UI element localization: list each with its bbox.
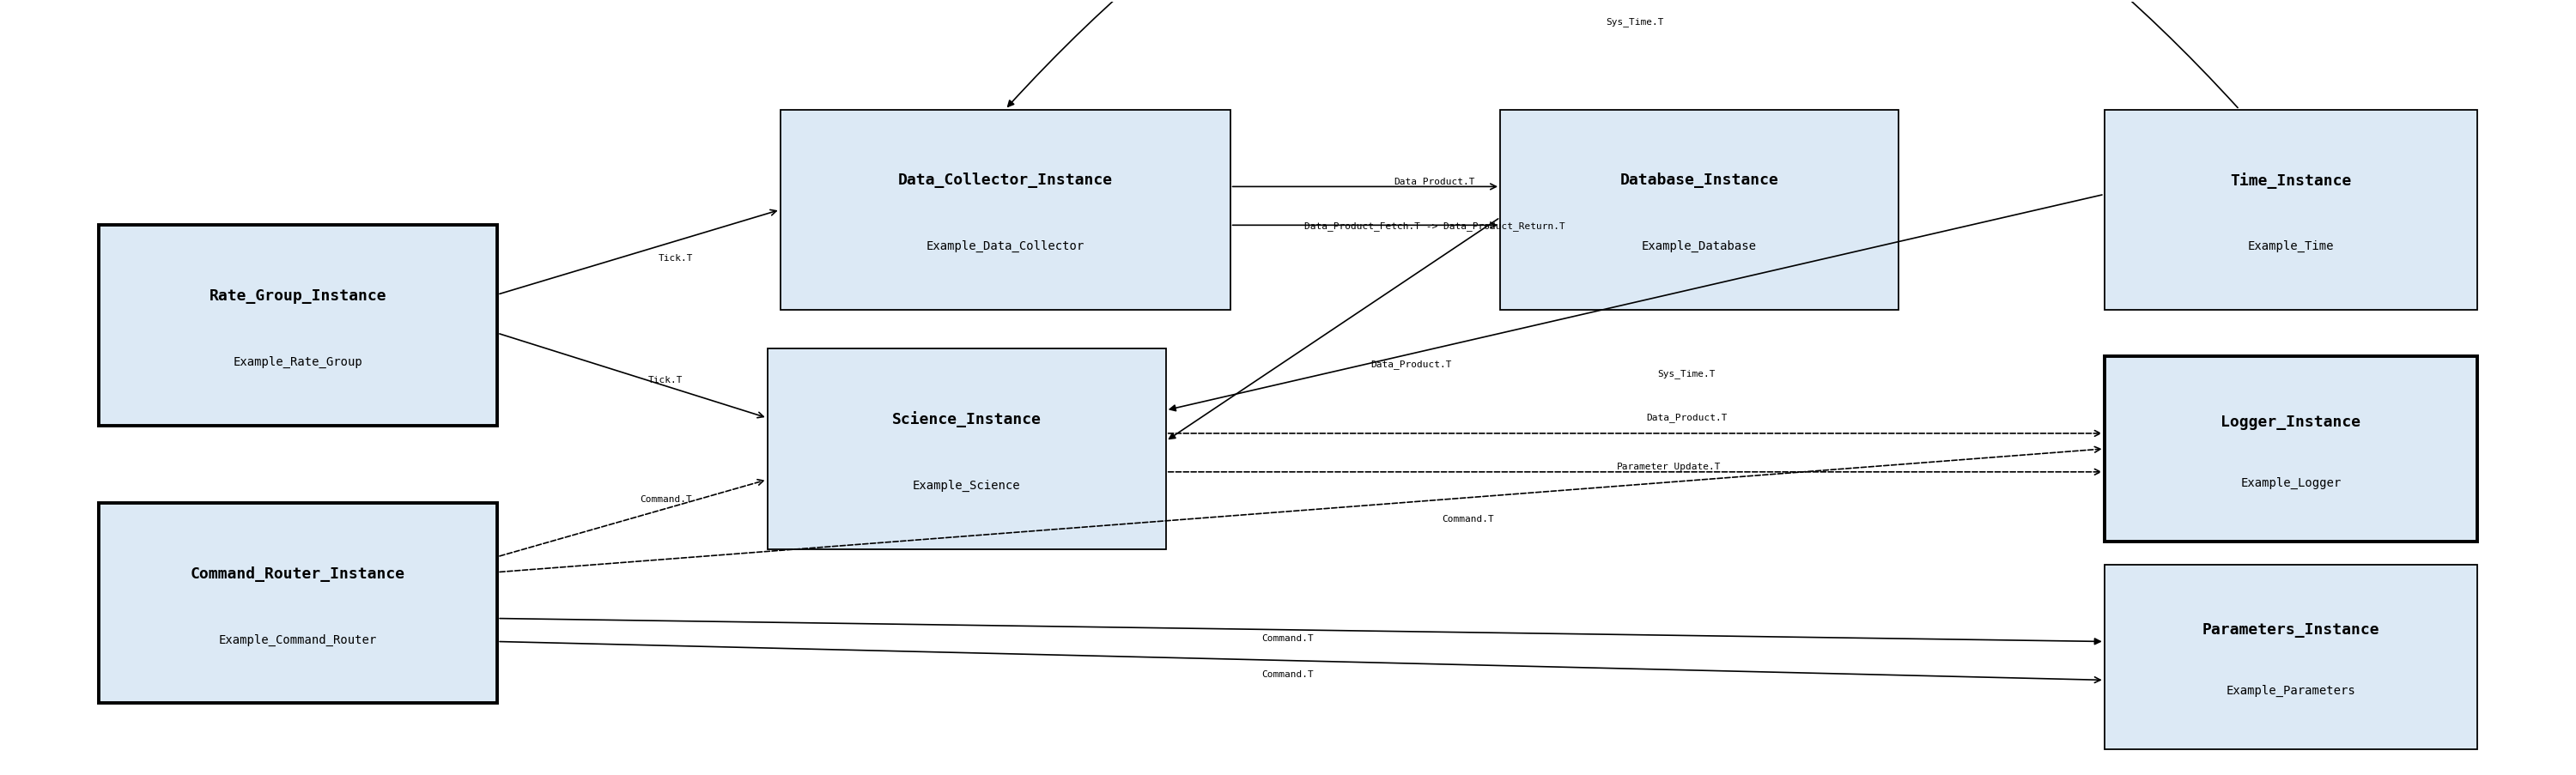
Text: Parameter_Update.T: Parameter_Update.T xyxy=(1615,461,1721,470)
Text: Example_Time: Example_Time xyxy=(2249,240,2334,253)
FancyArrowPatch shape xyxy=(500,447,2099,572)
Text: Example_Data_Collector: Example_Data_Collector xyxy=(925,240,1084,253)
Text: Time_Instance: Time_Instance xyxy=(2231,172,2352,188)
FancyArrowPatch shape xyxy=(1170,219,1499,439)
FancyArrowPatch shape xyxy=(1170,431,2099,436)
Text: Sys_Time.T: Sys_Time.T xyxy=(1607,17,1664,26)
Text: Logger_Instance: Logger_Instance xyxy=(2221,414,2360,429)
Text: Sys_Time.T: Sys_Time.T xyxy=(1656,369,1716,378)
Text: Tick.T: Tick.T xyxy=(649,376,683,384)
Text: Command.T: Command.T xyxy=(1262,670,1314,678)
FancyArrowPatch shape xyxy=(500,210,775,294)
Text: Example_Logger: Example_Logger xyxy=(2241,477,2342,488)
FancyBboxPatch shape xyxy=(2105,110,2478,311)
Text: Rate_Group_Instance: Rate_Group_Instance xyxy=(209,288,386,304)
Text: Command_Router_Instance: Command_Router_Instance xyxy=(191,566,404,580)
Text: Data_Collector_Instance: Data_Collector_Instance xyxy=(899,173,1113,188)
Text: Database_Instance: Database_Instance xyxy=(1620,173,1780,188)
FancyArrowPatch shape xyxy=(500,642,2099,683)
FancyArrowPatch shape xyxy=(500,334,762,418)
FancyArrowPatch shape xyxy=(1007,0,2239,109)
FancyBboxPatch shape xyxy=(2105,356,2478,542)
FancyArrowPatch shape xyxy=(500,618,2099,644)
FancyArrowPatch shape xyxy=(1231,184,1497,190)
Text: Data_Product.T: Data_Product.T xyxy=(1646,412,1726,422)
Text: Example_Rate_Group: Example_Rate_Group xyxy=(234,356,363,368)
FancyArrowPatch shape xyxy=(500,480,762,556)
Text: Example_Parameters: Example_Parameters xyxy=(2226,684,2354,697)
Text: Example_Science: Example_Science xyxy=(912,479,1020,491)
Text: Data_Product.T: Data_Product.T xyxy=(1394,177,1476,186)
FancyBboxPatch shape xyxy=(768,349,1167,549)
Text: Example_Database: Example_Database xyxy=(1641,240,1757,253)
FancyBboxPatch shape xyxy=(781,110,1231,311)
Text: Command.T: Command.T xyxy=(639,495,693,504)
Text: Data_Product.T: Data_Product.T xyxy=(1370,360,1453,369)
Text: Command.T: Command.T xyxy=(1262,633,1314,642)
Text: Example_Command_Router: Example_Command_Router xyxy=(219,633,376,646)
FancyBboxPatch shape xyxy=(98,226,497,426)
Text: Science_Instance: Science_Instance xyxy=(891,411,1041,427)
Text: Tick.T: Tick.T xyxy=(659,254,693,263)
FancyArrowPatch shape xyxy=(1170,195,2102,412)
FancyBboxPatch shape xyxy=(98,503,497,703)
FancyBboxPatch shape xyxy=(1499,110,1899,311)
Text: Parameters_Instance: Parameters_Instance xyxy=(2202,622,2380,637)
FancyBboxPatch shape xyxy=(2105,565,2478,749)
FancyArrowPatch shape xyxy=(1170,470,2099,475)
Text: Command.T: Command.T xyxy=(1443,514,1494,522)
FancyArrowPatch shape xyxy=(1231,223,1497,229)
Text: Data_Product_Fetch.T -> Data_Product_Return.T: Data_Product_Fetch.T -> Data_Product_Ret… xyxy=(1303,221,1566,230)
